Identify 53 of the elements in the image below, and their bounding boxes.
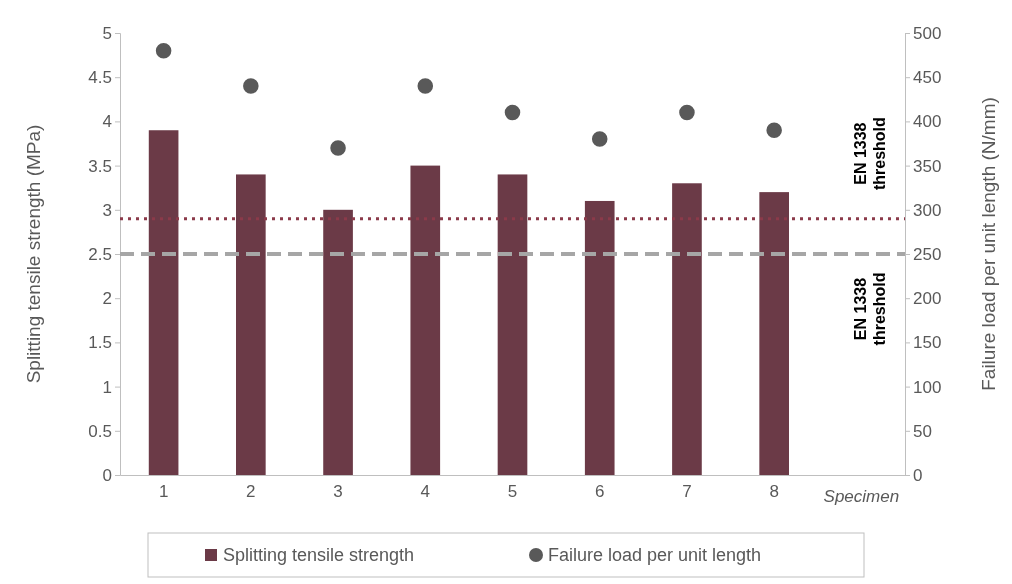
point <box>417 78 434 94</box>
x-axis-title: Specimen <box>823 487 900 506</box>
bar <box>236 174 266 475</box>
y2-tick-label: 0 <box>913 465 923 485</box>
y-tick-label: 4 <box>102 112 112 132</box>
y-tick-label: 1 <box>102 377 112 397</box>
x-tick-label: 7 <box>682 482 692 502</box>
ref-line-label: EN 1338 threshold <box>852 272 888 346</box>
bar <box>759 192 789 475</box>
y2-tick-label: 300 <box>913 200 942 220</box>
x-tick-label: 6 <box>594 482 605 502</box>
y2-tick-label: 250 <box>913 244 942 264</box>
y-tick-label: 2 <box>102 289 112 309</box>
x-tick-label: 4 <box>420 482 431 502</box>
legend-label: Failure load per unit length <box>548 545 762 565</box>
point <box>504 104 521 121</box>
y2-tick-label: 50 <box>913 421 932 441</box>
point <box>243 78 259 94</box>
y-tick-label: 1.5 <box>88 333 112 353</box>
y2-tick-label: 100 <box>913 377 942 397</box>
ref-line-label: EN 1338 threshold <box>852 117 888 191</box>
y-tick-label: 2.5 <box>88 244 112 264</box>
point <box>591 131 608 147</box>
y2-tick-label: 350 <box>913 156 942 176</box>
bar <box>672 183 702 475</box>
y-axis-title: Splitting tensile strength (MPa) <box>23 124 44 384</box>
y-tick-label: 3.5 <box>88 156 112 176</box>
point <box>679 104 695 121</box>
bar <box>410 165 441 475</box>
y2-tick-label: 400 <box>913 112 942 132</box>
y-tick-label: 5 <box>102 23 112 43</box>
x-tick-label: 3 <box>333 482 343 502</box>
bar <box>148 130 179 475</box>
point <box>330 140 346 156</box>
x-tick-label: 2 <box>246 482 256 502</box>
y-tick-label: 0.5 <box>88 421 112 441</box>
y2-axis-title: Failure load per unit length (N/mm) <box>978 97 999 391</box>
bar <box>323 209 353 475</box>
y-tick-label: 4.5 <box>88 68 112 88</box>
bar <box>497 174 528 475</box>
y-tick-label: 0 <box>102 465 112 485</box>
y2-tick-label: 500 <box>913 23 942 43</box>
y2-tick-label: 150 <box>913 333 942 353</box>
y-tick-label: 3 <box>102 200 112 220</box>
x-tick-label: 5 <box>507 482 518 502</box>
point <box>766 122 782 138</box>
y2-tick-label: 200 <box>913 289 942 309</box>
point <box>155 42 172 59</box>
legend-label: Splitting tensile strength <box>223 545 415 565</box>
x-tick-label: 8 <box>769 482 779 502</box>
y2-tick-label: 450 <box>913 68 942 88</box>
bar <box>584 200 615 475</box>
x-tick-label: 1 <box>158 482 169 502</box>
